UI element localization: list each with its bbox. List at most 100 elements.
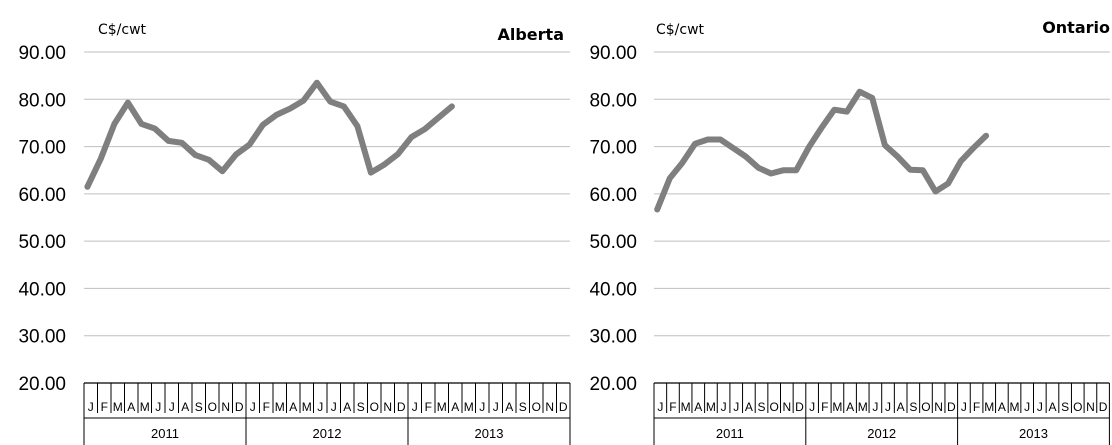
y-tick-label: 90.00 [18, 43, 66, 64]
chart-panel-alberta: C$/cwt Alberta 90.00 80.00 70.00 60.00 50.00… [18, 22, 571, 445]
x-tick-label: M [681, 400, 691, 414]
data-point [884, 144, 886, 146]
x-tick-label: S [909, 400, 917, 414]
data-point [833, 109, 835, 111]
x-tick-label: F [973, 400, 980, 414]
y-tick-label: 70.00 [18, 138, 66, 159]
data-point [656, 208, 658, 210]
x-tick-label: D [947, 400, 956, 414]
x-tick-label: A [451, 400, 459, 414]
data-point [808, 146, 810, 148]
data-point [681, 162, 683, 164]
y-tick-label: 30.00 [589, 327, 637, 348]
year-label: 2011 [151, 426, 179, 441]
y-unit-label: C$/cwt [656, 22, 705, 38]
x-tick-label: D [1099, 400, 1108, 414]
data-point [154, 128, 156, 130]
year-label: 2012 [867, 426, 896, 441]
y-tick-label: 70.00 [589, 138, 637, 159]
x-tick-label: J [657, 400, 663, 414]
x-tick-label: O [770, 400, 779, 414]
x-tick-label: S [357, 400, 365, 414]
y-tick-label: 40.00 [18, 279, 66, 300]
data-point [821, 127, 823, 129]
x-tick-label: J [733, 400, 739, 414]
x-tick-label: S [195, 400, 203, 414]
year-label: 2013 [475, 426, 504, 441]
data-point [424, 128, 426, 130]
y-tick-label: 80.00 [18, 90, 66, 111]
data-point [140, 123, 142, 125]
y-tick-label: 80.00 [589, 90, 637, 111]
x-tick-label: A [846, 400, 854, 414]
y-tick-label: 20.00 [18, 374, 66, 395]
x-tick-label: J [493, 400, 499, 414]
y-tick-label: 20.00 [589, 374, 637, 395]
x-tick-label: J [1024, 400, 1030, 414]
data-point [329, 101, 331, 103]
data-point [289, 108, 291, 110]
x-tick-label: N [383, 400, 392, 414]
x-tick-label: A [505, 400, 513, 414]
data-point [694, 143, 696, 145]
y-tick-label: 60.00 [589, 185, 637, 206]
x-tick-label: O [1073, 400, 1082, 414]
x-tick-label: J [169, 400, 175, 414]
data-point [410, 136, 412, 138]
x-tick-label: D [795, 400, 804, 414]
x-tick-label: J [155, 400, 161, 414]
y-tick-label: 40.00 [589, 279, 637, 300]
data-point [167, 140, 169, 142]
data-point [897, 156, 899, 158]
x-tick-label: J [331, 400, 337, 414]
x-tick-label: M [984, 400, 994, 414]
y-unit-label: C$/cwt [98, 22, 147, 38]
x-tick-label: M [858, 400, 868, 414]
x-tick-label: M [706, 400, 716, 414]
data-point [770, 173, 772, 175]
chart-panel-ontario: C$/cwt Ontario 90.00 80.00 70.00 60.00 50.00… [589, 18, 1110, 445]
x-tick-label: A [694, 400, 702, 414]
data-point [745, 156, 747, 158]
data-point [859, 91, 861, 93]
x-tick-label: N [782, 400, 791, 414]
data-point [127, 102, 129, 104]
x-tick-label: A [897, 400, 905, 414]
x-tick-label: A [127, 400, 135, 414]
x-tick-label: A [1048, 400, 1056, 414]
x-tick-label: S [1061, 400, 1069, 414]
year-label: 2013 [1019, 426, 1048, 441]
data-point [934, 190, 936, 192]
x-tick-label: J [479, 400, 485, 414]
data-point [972, 147, 974, 149]
x-tick-label: M [275, 400, 285, 414]
x-tick-label: D [397, 400, 406, 414]
y-tick-label: 30.00 [18, 327, 66, 348]
x-tick-label: M [1010, 400, 1020, 414]
x-tick-label: S [758, 400, 766, 414]
series-line [654, 88, 990, 213]
year-label: 2011 [716, 426, 744, 441]
data-point [846, 111, 848, 113]
x-tick-label: J [885, 400, 891, 414]
y-tick-label: 50.00 [18, 232, 66, 253]
data-point [370, 172, 372, 174]
data-point [86, 186, 88, 188]
y-tick-label: 50.00 [589, 232, 637, 253]
data-point [732, 147, 734, 149]
x-tick-label: J [961, 400, 967, 414]
data-point [960, 160, 962, 162]
data-point [922, 169, 924, 171]
y-tick-label: 90.00 [589, 43, 637, 64]
data-point [757, 167, 759, 169]
x-tick-label: J [872, 400, 878, 414]
x-tick-label: J [1037, 400, 1043, 414]
x-tick-label: S [519, 400, 527, 414]
x-tick-label: N [221, 400, 230, 414]
data-point [208, 159, 210, 161]
x-tick-label: N [1086, 400, 1095, 414]
data-point [316, 82, 318, 84]
data-point [451, 105, 453, 107]
data-point [181, 142, 183, 144]
